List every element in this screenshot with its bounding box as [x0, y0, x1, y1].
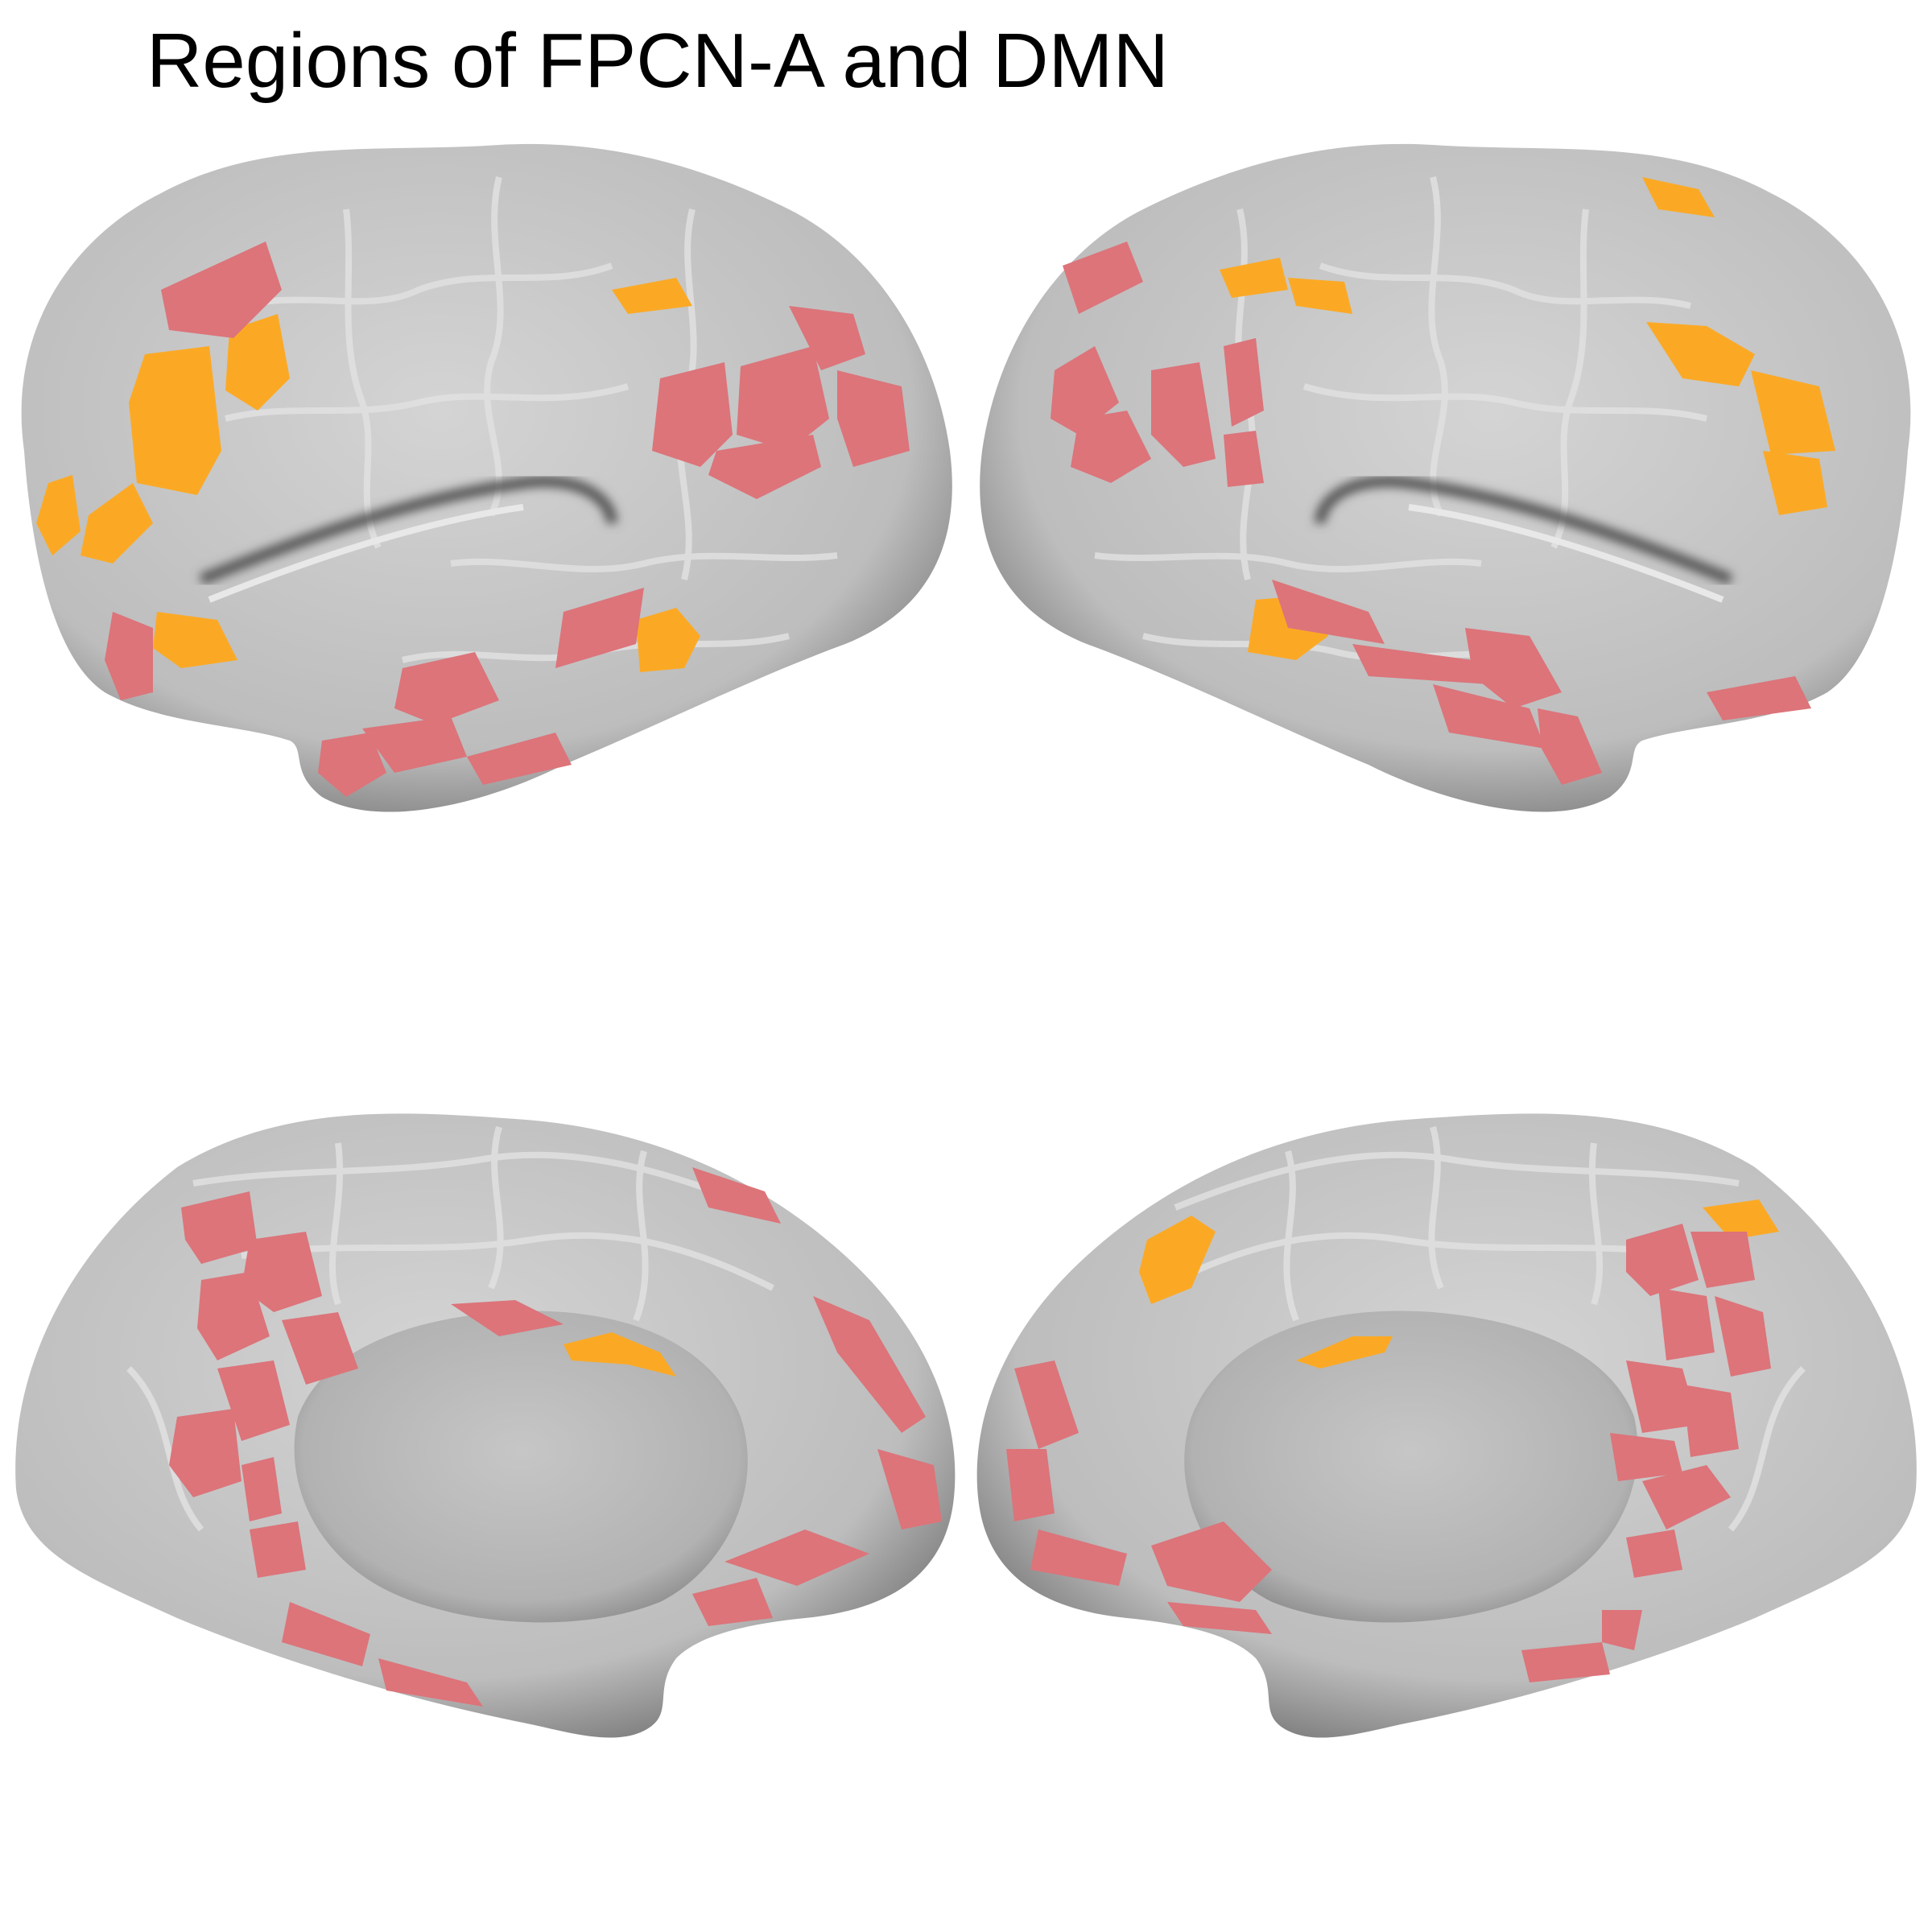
dmn-region [394, 652, 499, 724]
panel-right-lateral [980, 143, 1911, 812]
dmn-region [837, 370, 910, 467]
fpcn-a-region [153, 612, 237, 668]
medial-wall [294, 1311, 748, 1623]
fpcn-a-region [1296, 1336, 1393, 1368]
dmn-region [1167, 1602, 1272, 1634]
panel-right-medial [976, 1113, 1917, 1738]
dmn-region [1006, 1449, 1055, 1521]
dmn-region [161, 242, 282, 338]
dmn-region [1626, 1360, 1699, 1433]
dmn-region [789, 306, 865, 370]
dmn-region [692, 1167, 781, 1224]
fpcn-a-regions [1220, 177, 1835, 660]
fpcn-a-region [564, 1332, 676, 1377]
dmn-region [813, 1296, 926, 1433]
fpcn-a-region [1703, 1199, 1779, 1240]
dmn-regions [1006, 1224, 1771, 1682]
fpcn-a-region [1751, 370, 1835, 455]
dmn-region [1642, 1465, 1731, 1530]
dmn-region [1707, 676, 1811, 720]
fpcn-a-region [636, 608, 700, 672]
dmn-regions [105, 242, 910, 797]
sylvian-fissure-highlight [1408, 504, 1724, 603]
dmn-region [1610, 1433, 1682, 1481]
dmn-region [242, 1457, 282, 1521]
dmn-region [1030, 1530, 1127, 1586]
dmn-region [555, 588, 644, 668]
dmn-region [105, 612, 153, 700]
fpcn-a-regions [1139, 1199, 1779, 1368]
dmn-region [1151, 362, 1216, 467]
dmn-region [451, 1300, 564, 1336]
page-title: Regions of FPCN-A and DMN [147, 18, 1169, 104]
parcel-boundaries [1158, 1125, 1806, 1532]
dmn-region [181, 1191, 258, 1264]
dmn-region [1352, 644, 1489, 684]
dmn-regions [169, 1167, 942, 1707]
dmn-region [1690, 1232, 1755, 1288]
fpcn-a-region [612, 278, 692, 314]
panel-left-medial [15, 1113, 956, 1738]
fpcn-a-region [1139, 1216, 1216, 1304]
medial-wall [1184, 1311, 1638, 1623]
dmn-region [1658, 1288, 1715, 1360]
fpcn-a-regions [564, 1332, 676, 1377]
fpcn-a-regions [36, 278, 700, 672]
dmn-region [467, 733, 572, 785]
dmn-region [1224, 431, 1264, 487]
dmn-region [1715, 1296, 1771, 1377]
dmn-region [1465, 628, 1562, 708]
dmn-region [1626, 1224, 1699, 1296]
dmn-region [1521, 1642, 1610, 1682]
fpcn-a-region [80, 483, 153, 564]
dmn-region [1151, 1521, 1272, 1602]
dmn-region [1433, 684, 1546, 749]
fpcn-a-region [1642, 177, 1715, 217]
dmn-region [1071, 411, 1151, 483]
dmn-region [1602, 1610, 1642, 1650]
sylvian-fissure-highlight [208, 504, 524, 603]
dmn-region [242, 1232, 322, 1312]
dmn-region [1051, 346, 1119, 435]
dmn-region [1682, 1385, 1739, 1457]
panel-left-lateral [21, 143, 952, 812]
dmn-regions [1051, 242, 1811, 785]
dmn-region [877, 1449, 942, 1530]
fpcn-a-region [1220, 258, 1288, 298]
dmn-region [1538, 708, 1602, 785]
dmn-region [652, 362, 733, 467]
dmn-region [197, 1272, 270, 1360]
dmn-region [378, 1658, 483, 1707]
fpcn-a-region [1288, 278, 1352, 314]
fpcn-a-region [1646, 322, 1755, 386]
fpcn-a-region [225, 314, 290, 411]
sylvian-fissure [199, 476, 617, 585]
dmn-region [217, 1360, 290, 1441]
dmn-region [362, 716, 467, 773]
dmn-region [169, 1409, 242, 1497]
fpcn-a-region [36, 475, 80, 555]
dmn-region [708, 435, 821, 499]
dmn-region [282, 1312, 358, 1385]
parcel-boundaries [126, 1125, 774, 1532]
dmn-region [250, 1521, 306, 1578]
dmn-region [1626, 1530, 1682, 1578]
fpcn-a-region [1763, 451, 1827, 515]
dmn-region [737, 346, 829, 451]
fpcn-a-region [129, 346, 221, 495]
dmn-region [1224, 338, 1264, 427]
dmn-region [692, 1578, 773, 1626]
dmn-region [724, 1530, 869, 1586]
dmn-region [282, 1602, 370, 1666]
dmn-region [318, 733, 386, 797]
dmn-region [1272, 580, 1385, 644]
dmn-region [1063, 242, 1143, 314]
sylvian-fissure [1315, 476, 1733, 585]
dmn-region [1014, 1360, 1079, 1449]
